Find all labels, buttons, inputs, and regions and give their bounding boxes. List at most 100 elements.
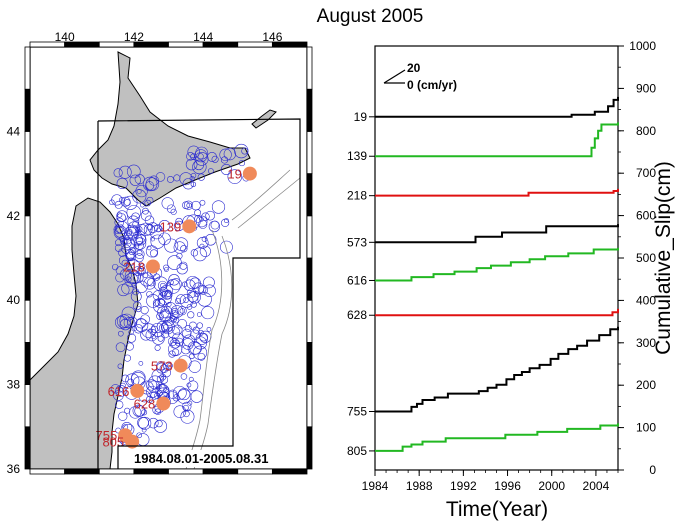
earthquake-circle [182, 328, 192, 339]
earthquake-circle [175, 217, 183, 226]
slip-series-line [375, 188, 619, 197]
earthquake-circle [211, 155, 219, 163]
earthquake-circle [145, 328, 158, 342]
earthquake-circle [127, 378, 134, 386]
earthquake-circle [177, 306, 187, 316]
earthquake-circle [223, 147, 237, 161]
earthquake-circle [187, 311, 195, 319]
map-border-bar [306, 215, 313, 259]
station-axis-labels: 19 139 218 573 616 628 755 805 [347, 110, 375, 458]
earthquake-circle [133, 243, 140, 250]
earthquake-circle [180, 373, 188, 380]
earthquake-circle [199, 245, 211, 257]
study-area-outline [97, 118, 301, 469]
station-marker [156, 396, 171, 411]
map-border-bar [306, 173, 313, 217]
earthquake-circle [141, 427, 147, 433]
earthquake-circle [189, 277, 201, 289]
earthquake-circle [155, 172, 166, 182]
earthquake-circle [164, 316, 175, 327]
map-border-bar [306, 88, 313, 132]
earthquake-circle [136, 237, 144, 245]
earthquake-circle [113, 224, 123, 234]
map-border-bar [64, 468, 100, 475]
earthquake-circle [219, 148, 232, 161]
earthquake-circle [168, 274, 180, 286]
earthquake-circle [141, 409, 148, 416]
y-axis-title: Cumulative_Slip(cm) [652, 161, 675, 355]
y-tick-label: 800 [636, 124, 656, 138]
earthquake-circle [147, 222, 159, 234]
earthquake-circle [140, 305, 149, 315]
earthquake-circle [197, 329, 204, 336]
earthquake-circle [179, 293, 194, 308]
earthquake-circle [148, 328, 153, 334]
earthquake-circle [117, 330, 124, 337]
earthquake-circle [150, 391, 159, 400]
map-border-bar [24, 215, 31, 259]
earthquake-circle [186, 382, 192, 388]
earthquake-circle [156, 361, 166, 371]
earthquake-circle [161, 321, 173, 333]
earthquake-circle [136, 226, 143, 232]
earthquake-circle [143, 277, 156, 290]
earthquake-circle [140, 314, 151, 325]
earthquake-circle [185, 158, 198, 171]
earthquake-circle [113, 225, 128, 240]
map-border-bar [168, 468, 204, 475]
earthquake-circle [117, 363, 123, 369]
earthquake-circle [117, 387, 124, 393]
earthquake-circle [136, 432, 143, 439]
earthquake-circle [167, 326, 181, 339]
earthquake-circle [199, 199, 206, 206]
earthquake-circle [121, 374, 130, 383]
y-tick-label: 200 [636, 378, 656, 392]
y-tick-label: 900 [636, 81, 656, 95]
earthquake-circle [116, 177, 128, 189]
y-tick-label: 0 [649, 463, 656, 477]
earthquake-circle [186, 152, 195, 161]
earthquake-circle [131, 212, 140, 222]
earthquake-circle [144, 215, 155, 226]
earthquake-circle [124, 249, 136, 260]
x-tick-label: 1992 [450, 479, 477, 493]
map-x-tick-label: 146 [262, 30, 282, 44]
earthquake-circle [179, 261, 188, 270]
earthquake-circle [203, 284, 216, 297]
earthquake-circle [176, 294, 186, 304]
earthquake-circle [189, 342, 202, 355]
plot-axes: 1984 1988 1992 1996 2000 2004 0 100 200 300 400 500… [362, 39, 657, 493]
earthquake-circle [223, 218, 229, 224]
earthquake-circle [197, 173, 205, 181]
earthquake-circle [133, 324, 144, 334]
earthquake-circle [140, 202, 145, 208]
earthquake-circle [176, 263, 188, 275]
earthquake-circle [123, 195, 138, 210]
earthquake-circle [120, 237, 128, 245]
earthquake-circle [124, 273, 139, 287]
earthquake-circle [183, 404, 189, 411]
earthquake-circle [167, 255, 182, 270]
earthquake-circle [161, 330, 170, 339]
earthquake-circle [167, 176, 174, 183]
earthquake-circle [126, 333, 137, 343]
earthquake-circle [150, 234, 165, 249]
earthquake-circle [115, 315, 129, 329]
earthquake-circle [204, 234, 217, 246]
earthquake-circle [161, 197, 174, 210]
earthquake-circle [206, 327, 212, 332]
scale-top-label: 20 [407, 61, 421, 75]
earthquake-circle [151, 369, 164, 382]
station-axis-label: 573 [347, 235, 367, 249]
station-axis-label: 755 [347, 404, 367, 418]
earthquake-circle [125, 342, 134, 351]
figure-title: August 2005 [317, 6, 424, 27]
earthquake-circle [184, 279, 196, 292]
earthquake-circle [161, 289, 172, 300]
earthquake-circle [179, 172, 193, 186]
station-label: 755 [96, 428, 118, 443]
earthquake-circle [157, 280, 168, 291]
earthquake-circle [147, 278, 156, 287]
station-axis-label: 139 [347, 149, 367, 163]
